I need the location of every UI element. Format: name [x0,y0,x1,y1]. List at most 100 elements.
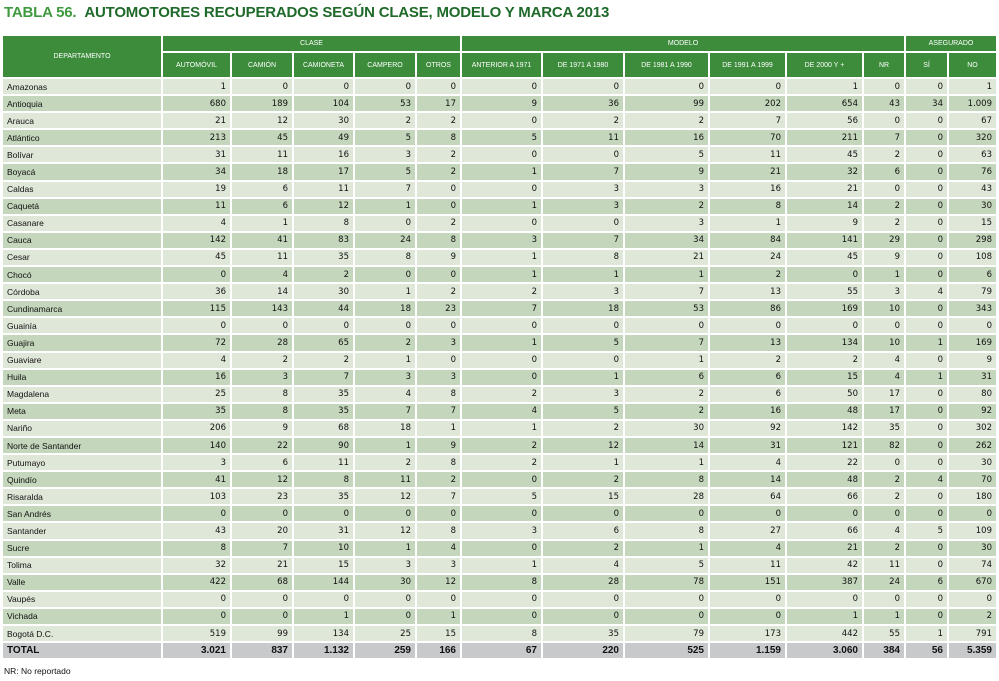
value-cell: 12 [355,523,415,539]
value-cell: 2 [543,540,623,556]
value-cell: 31 [294,523,353,539]
value-cell: 67 [949,113,996,129]
value-cell: 143 [232,301,292,317]
value-cell: 0 [417,506,460,522]
value-cell: 0 [417,352,460,368]
value-cell: 166 [417,643,460,659]
value-cell: 2 [864,472,904,488]
value-cell: 1 [462,420,541,436]
value-cell: 30 [294,113,353,129]
value-cell: 30 [949,198,996,214]
value-cell: 23 [232,489,292,505]
value-cell: 4 [864,369,904,385]
value-cell: 35 [294,386,353,402]
value-cell: 0 [787,591,862,607]
table-row: Tolima 32 21 15 3 3 1 4 5 11 42 11 0 74 [3,557,996,573]
table-row: Risaralda 103 23 35 12 7 5 15 28 64 66 2 0 180 [3,489,996,505]
department-cell: Meta [3,403,161,419]
table-row: Cesar 45 11 35 8 9 1 8 21 24 45 9 0 108 [3,249,996,266]
value-cell: 35 [864,420,904,436]
value-cell: 0 [543,352,623,368]
value-cell: 92 [949,403,996,419]
value-cell: 0 [710,318,785,334]
value-cell: 16 [294,147,353,163]
value-cell: 1 [949,79,996,95]
value-cell: 15 [417,626,460,642]
value-cell: 35 [543,626,623,642]
value-cell: 0 [864,181,904,197]
value-cell: 6 [625,369,708,385]
value-cell: 90 [294,437,353,454]
value-cell: 202 [710,96,785,112]
value-cell: 109 [949,523,996,539]
value-cell: 0 [710,79,785,95]
value-cell: 1 [543,455,623,471]
department-cell: Bogotá D.C. [3,626,161,642]
value-cell: 5 [625,147,708,163]
value-cell: 0 [906,489,947,505]
value-cell: 20 [232,523,292,539]
value-cell: 8 [710,198,785,214]
value-cell: 2 [462,386,541,402]
value-cell: 0 [543,608,623,624]
value-cell: 28 [232,335,292,351]
value-cell: 0 [906,506,947,522]
value-cell: 65 [294,335,353,351]
value-cell: 7 [864,130,904,146]
value-cell: 11 [163,198,230,214]
value-cell: 3 [543,198,623,214]
table-row: Antioquia 680 189 104 53 17 9 36 99 202 654 43 34 1.0… [3,96,996,112]
value-cell: 1 [864,608,904,624]
value-cell: 2 [625,198,708,214]
value-cell: 0 [949,591,996,607]
value-cell: 1 [906,626,947,642]
header-departamento: DEPARTAMENTO [3,36,161,77]
value-cell: 12 [232,472,292,488]
value-cell: 670 [949,574,996,590]
value-cell: 1 [864,267,904,283]
value-cell: 1 [355,198,415,214]
value-cell: 6 [864,164,904,180]
value-cell: 5 [355,130,415,146]
value-cell: 48 [787,403,862,419]
value-cell: 11 [294,455,353,471]
table-title: TABLA 56. AUTOMOTORES RECUPERADOS SEGÚN C… [4,4,609,21]
value-cell: 22 [232,437,292,454]
department-cell: Norte de Santander [3,437,161,454]
value-cell: 4 [355,386,415,402]
value-cell: 2 [864,215,904,231]
value-cell: 121 [787,437,862,454]
value-cell: 134 [787,335,862,351]
value-cell: 8 [417,232,460,248]
value-cell: 2 [462,284,541,300]
value-cell: 1 [355,284,415,300]
value-cell: 18 [543,301,623,317]
value-cell: 220 [543,643,623,659]
department-cell: Atlántico [3,130,161,146]
value-cell: 18 [355,420,415,436]
value-cell: 70 [710,130,785,146]
value-cell: 4 [864,352,904,368]
value-cell: 17 [294,164,353,180]
value-cell: 0 [864,506,904,522]
value-cell: 0 [906,437,947,454]
column-header: ANTERIOR A 1971 [462,53,541,77]
value-cell: 1 [355,352,415,368]
value-cell: 0 [906,386,947,402]
value-cell: 2 [543,420,623,436]
value-cell: 3 [355,147,415,163]
table-row: Vichada 0 0 1 0 1 0 0 0 0 1 1 0 2 [3,608,996,624]
value-cell: 78 [625,574,708,590]
value-cell: 0 [864,79,904,95]
department-cell: Amazonas [3,79,161,95]
department-cell: Tolima [3,557,161,573]
value-cell: 44 [294,301,353,317]
value-cell: 36 [163,284,230,300]
value-cell: 134 [294,626,353,642]
value-cell: 4 [417,540,460,556]
value-cell: 28 [543,574,623,590]
column-header: AUTOMÓVIL [163,53,230,77]
table-row: Huila 16 3 7 3 3 0 1 6 6 15 4 1 31 [3,369,996,385]
value-cell: 3 [543,181,623,197]
column-header: NO [949,53,996,77]
